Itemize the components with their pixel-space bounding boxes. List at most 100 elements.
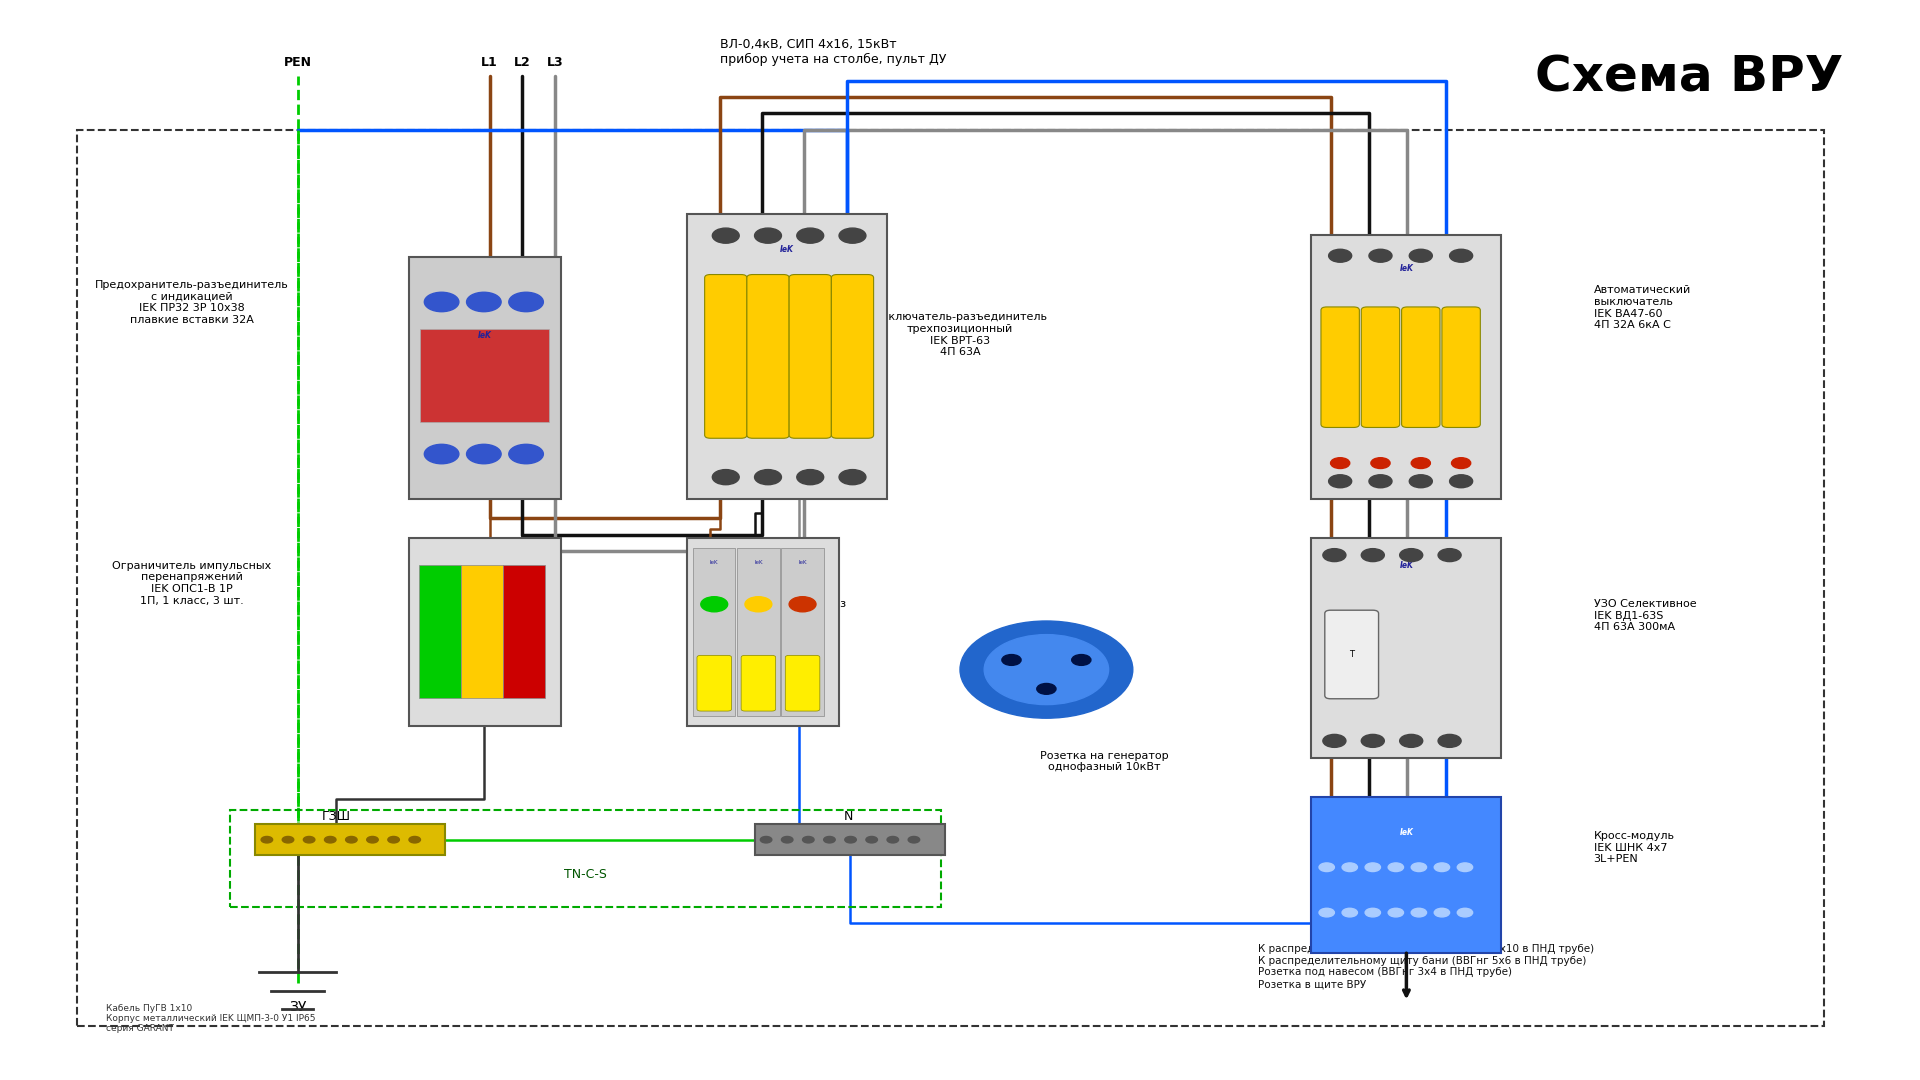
Circle shape [803,836,814,842]
FancyBboxPatch shape [755,824,945,855]
Circle shape [866,836,877,842]
Circle shape [1457,908,1473,917]
Circle shape [1411,458,1430,469]
Circle shape [1411,908,1427,917]
FancyBboxPatch shape [697,656,732,711]
Circle shape [960,621,1133,718]
Text: L1: L1 [482,56,497,69]
Text: Индикаторы фаз
IEK ЛС-47
LED, 3 шт.: Индикаторы фаз IEK ЛС-47 LED, 3 шт. [747,599,847,632]
FancyBboxPatch shape [693,548,735,715]
Text: TN-C-S: TN-C-S [564,868,607,881]
Circle shape [509,293,543,312]
Circle shape [824,836,835,842]
FancyBboxPatch shape [420,329,549,422]
FancyBboxPatch shape [461,566,503,698]
Circle shape [1361,734,1384,747]
FancyBboxPatch shape [1361,307,1400,428]
Circle shape [467,444,501,463]
Circle shape [839,228,866,243]
Circle shape [509,444,543,463]
Circle shape [424,293,459,312]
Circle shape [701,596,728,611]
FancyBboxPatch shape [781,548,824,715]
FancyBboxPatch shape [1311,538,1501,758]
Text: Выключатель-разъединитель
трехпозиционный
IEK ВРТ-63
4П 63А: Выключатель-разъединитель трехпозиционны… [872,312,1048,357]
Circle shape [1342,863,1357,872]
Circle shape [781,836,793,842]
Circle shape [261,836,273,842]
Text: Кабель ПуГВ 1х10
Корпус металлический IEK ЩМП-3-0 У1 IP65
серия GARANT: Кабель ПуГВ 1х10 Корпус металлический IE… [106,1003,315,1034]
Circle shape [1388,863,1404,872]
Circle shape [409,836,420,842]
Text: ЗУ: ЗУ [288,1000,307,1013]
FancyBboxPatch shape [789,274,831,438]
FancyBboxPatch shape [503,566,545,698]
Circle shape [985,635,1108,704]
Circle shape [1409,249,1432,262]
FancyBboxPatch shape [1321,307,1359,428]
Circle shape [324,836,336,842]
Text: IeK: IeK [780,245,795,254]
Circle shape [1319,908,1334,917]
Circle shape [1365,908,1380,917]
Text: Автоматический
выключатель
IEK ВА47-60
4П 32А 6кА С: Автоматический выключатель IEK ВА47-60 4… [1594,285,1692,330]
Circle shape [1331,458,1350,469]
Circle shape [1457,863,1473,872]
FancyBboxPatch shape [687,538,839,726]
Circle shape [388,836,399,842]
Circle shape [1329,475,1352,488]
FancyBboxPatch shape [1325,610,1379,699]
FancyBboxPatch shape [255,824,445,855]
Text: IeK: IeK [1400,265,1413,273]
FancyBboxPatch shape [1402,307,1440,428]
Circle shape [1438,734,1461,747]
FancyBboxPatch shape [419,566,461,698]
Circle shape [755,470,781,485]
Circle shape [1365,863,1380,872]
Circle shape [1037,684,1056,694]
Text: Ограничитель импульсных
перенапряжений
IEK ОПС1-В 1Р
1П, 1 класс, 3 шт.: Ограничитель импульсных перенапряжений I… [113,561,271,606]
Circle shape [346,836,357,842]
Text: ГЗШ: ГЗШ [321,810,351,823]
Circle shape [1319,863,1334,872]
Circle shape [745,596,772,611]
Circle shape [282,836,294,842]
Circle shape [1409,475,1432,488]
Circle shape [1369,249,1392,262]
Text: IeK: IeK [710,559,718,565]
Circle shape [467,293,501,312]
Circle shape [1450,475,1473,488]
FancyBboxPatch shape [1442,307,1480,428]
Text: УЗО Селективное
IEK ВД1-63S
4П 63А 300мА: УЗО Селективное IEK ВД1-63S 4П 63А 300мА [1594,599,1695,632]
Circle shape [797,228,824,243]
Circle shape [760,836,772,842]
Circle shape [839,470,866,485]
FancyBboxPatch shape [785,656,820,711]
FancyBboxPatch shape [737,548,780,715]
Circle shape [755,228,781,243]
Text: L3: L3 [547,56,563,69]
Circle shape [1361,549,1384,562]
Circle shape [1323,549,1346,562]
Circle shape [1411,863,1427,872]
Text: Розетка на генератор
однофазный 10кВт: Розетка на генератор однофазный 10кВт [1041,751,1167,772]
FancyBboxPatch shape [687,214,887,499]
Circle shape [1369,475,1392,488]
Circle shape [908,836,920,842]
Text: L2: L2 [515,56,530,69]
Circle shape [712,470,739,485]
Text: T: T [1350,650,1354,659]
FancyBboxPatch shape [1311,797,1501,953]
Circle shape [1342,908,1357,917]
FancyBboxPatch shape [705,274,747,438]
Text: IeK: IeK [799,559,806,565]
FancyBboxPatch shape [409,538,561,726]
Circle shape [1329,249,1352,262]
Text: IeK: IeK [755,559,762,565]
Text: PEN: PEN [284,56,311,69]
Circle shape [789,596,816,611]
Circle shape [1323,734,1346,747]
Circle shape [303,836,315,842]
Text: К распределительному щиту дома (ВВГнг 5х10 в ПНД трубе)
К распределительному щит: К распределительному щиту дома (ВВГнг 5х… [1258,944,1594,989]
Text: IeK: IeK [1400,828,1413,837]
